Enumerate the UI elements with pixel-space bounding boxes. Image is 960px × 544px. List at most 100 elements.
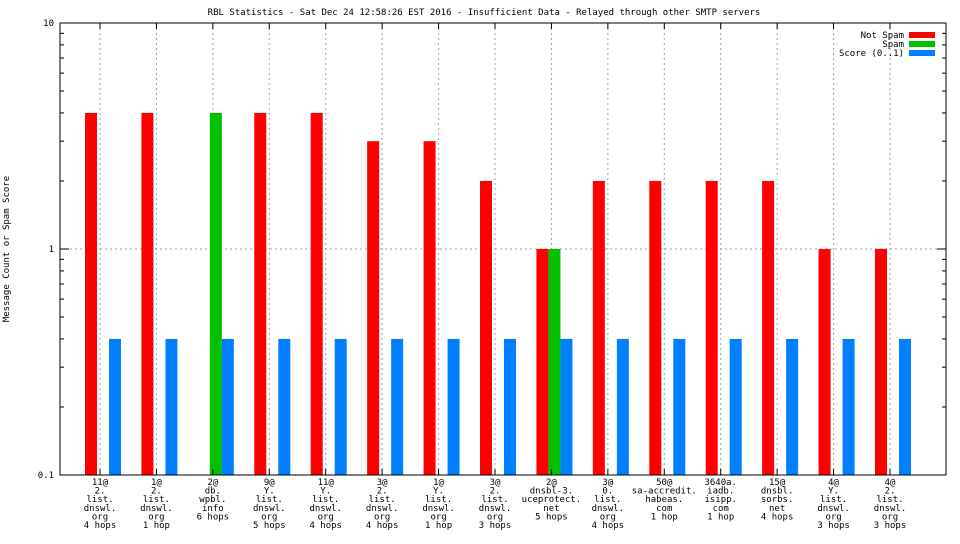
x-tick-label: iadb.	[707, 487, 734, 497]
y-tick-label: 1	[49, 245, 54, 255]
x-tick-label: 3 hops	[479, 521, 512, 531]
bar-spam	[209, 112, 222, 475]
x-tick-label: net	[769, 504, 785, 514]
x-tick-label: Y.	[320, 487, 331, 497]
bar-score	[109, 338, 121, 475]
x-tick-label: dnsbl.	[761, 487, 794, 497]
x-tick-label: org	[430, 512, 446, 522]
legend-swatch	[909, 41, 935, 47]
x-tick-label: dnswl.	[874, 504, 907, 514]
bar-score	[165, 338, 178, 475]
bar-score	[447, 338, 460, 475]
x-tick-label: dnswl.	[422, 504, 455, 514]
x-tick-label: uceprotect.	[522, 495, 582, 505]
x-tick-label: 1@	[151, 478, 162, 488]
bar-score	[221, 338, 234, 475]
x-tick-label: list.	[369, 495, 396, 505]
x-tick-label: list.	[312, 495, 339, 505]
bar-not-spam	[705, 180, 718, 475]
x-tick-label: 4 hops	[761, 512, 794, 522]
x-tick-label: org	[148, 512, 164, 522]
bar-not-spam	[875, 249, 887, 475]
bar-not-spam	[141, 112, 154, 475]
x-tick-label: 1 hop	[425, 521, 452, 531]
x-tick-label: 4@	[828, 478, 839, 488]
x-tick-label: org	[92, 512, 108, 522]
x-tick-label: 2.	[885, 487, 896, 497]
legend-label: Not Spam	[861, 31, 904, 41]
x-tick-label: 3 hops	[874, 521, 907, 531]
x-tick-label: 2@	[207, 478, 218, 488]
x-tick-label: list.	[876, 495, 903, 505]
x-tick-label: Y.	[264, 487, 275, 497]
x-tick-label: list.	[820, 495, 847, 505]
bar-score	[786, 338, 799, 475]
x-tick-label: dnswl.	[84, 504, 117, 514]
x-tick-label: 2.	[151, 487, 162, 497]
bar-score	[560, 338, 573, 475]
x-tick-label: org	[318, 512, 334, 522]
bar-score	[334, 338, 347, 475]
x-tick-label: 0.	[602, 487, 613, 497]
x-tick-label: list.	[481, 495, 508, 505]
bar-not-spam	[310, 112, 323, 475]
x-tick-label: 15@	[769, 478, 786, 488]
x-tick-label: dnswl.	[479, 504, 512, 514]
x-tick-label: 5 hops	[253, 521, 286, 531]
bar-not-spam	[254, 112, 267, 475]
x-tick-label: wpbl.	[199, 495, 226, 505]
legend-label: Score (0..1)	[839, 49, 904, 59]
x-tick-label: list.	[425, 495, 452, 505]
x-tick-label: com	[713, 504, 729, 514]
x-tick-label: list.	[143, 495, 170, 505]
bar-score	[504, 338, 516, 475]
x-tick-label: sa-accredit.	[632, 487, 697, 497]
x-tick-label: 1@	[433, 478, 444, 488]
bar-not-spam	[480, 180, 492, 475]
x-tick-label: 4@	[885, 478, 896, 488]
x-tick-label: isipp.	[704, 495, 737, 505]
x-tick-label: 2.	[377, 487, 388, 497]
x-tick-label: 2.	[95, 487, 106, 497]
x-tick-label: 3640a.	[704, 478, 737, 488]
legend-swatch	[909, 50, 935, 56]
x-tick-label: 4 hops	[84, 521, 117, 531]
x-tick-label: list.	[256, 495, 283, 505]
bar-not-spam	[818, 249, 831, 475]
bar-not-spam	[592, 180, 605, 475]
x-tick-label: habeas.	[645, 495, 683, 505]
x-tick-label: 3@	[377, 478, 388, 488]
legend-swatch	[909, 32, 935, 38]
x-tick-label: 1 hop	[143, 521, 170, 531]
x-tick-label: 3 hops	[817, 521, 850, 531]
bar-not-spam	[762, 180, 775, 475]
x-tick-label: net	[543, 504, 559, 514]
x-tick-label: org	[487, 512, 503, 522]
plot-frame	[59, 22, 947, 476]
bar-not-spam	[536, 249, 549, 475]
x-tick-label: list.	[86, 495, 113, 505]
x-tick-label: info	[202, 504, 224, 514]
x-tick-label: 3@	[602, 478, 613, 488]
legend-label: Spam	[882, 40, 904, 50]
x-tick-label: dnswl.	[817, 504, 850, 514]
x-tick-label: dnswl.	[140, 504, 173, 514]
x-tick-label: dnsbl-3.	[530, 487, 573, 497]
x-tick-label: org	[261, 512, 277, 522]
x-tick-label: 1 hop	[707, 512, 734, 522]
chart-title: RBL Statistics - Sat Dec 24 12:58:26 EST…	[208, 8, 761, 18]
x-tick-label: 4 hops	[592, 521, 625, 531]
bar-score	[673, 338, 686, 475]
y-axis-label: Message Count or Spam Score	[2, 176, 12, 322]
x-tick-label: 2@	[546, 478, 557, 488]
x-tick-label: 2.	[490, 487, 501, 497]
x-tick-label: db.	[205, 487, 221, 497]
x-tick-label: 9@	[264, 478, 275, 488]
x-tick-label: list.	[594, 495, 621, 505]
x-tick-label: Y.	[433, 487, 444, 497]
bar-score	[842, 338, 855, 475]
bar-score	[391, 338, 404, 475]
bar-not-spam	[367, 141, 380, 475]
x-tick-label: com	[656, 504, 672, 514]
